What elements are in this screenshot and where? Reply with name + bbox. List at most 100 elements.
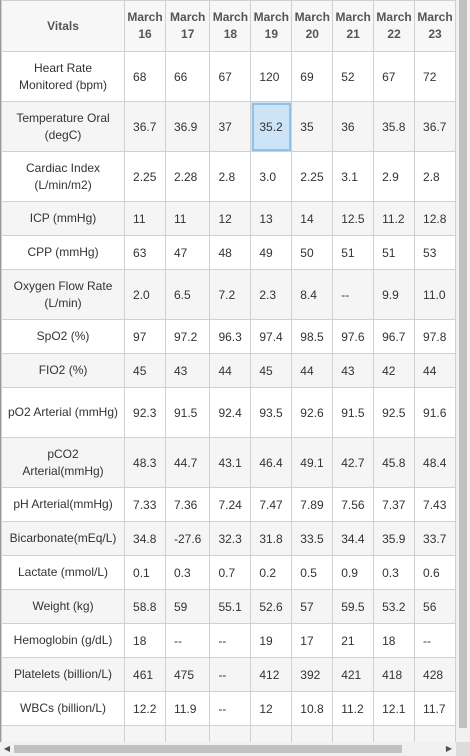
date-column-header[interactable]: March 21 — [332, 0, 375, 52]
vital-value-cell[interactable]: 53 — [414, 235, 456, 270]
vital-value-cell[interactable]: 0.1 — [124, 555, 166, 590]
vital-value-cell[interactable]: 43.1 — [209, 437, 252, 488]
vital-value-cell[interactable]: 3.0 — [250, 151, 293, 202]
vital-value-cell[interactable]: 11 — [164, 201, 211, 236]
vital-value-cell[interactable]: 2.8 — [209, 151, 252, 202]
vital-value-cell[interactable]: 44 — [291, 353, 334, 388]
vital-value-cell[interactable]: 46.4 — [250, 437, 293, 488]
vital-value-cell[interactable]: 57 — [291, 589, 334, 624]
vital-value-cell[interactable]: 55.1 — [209, 589, 252, 624]
vital-value-cell[interactable]: 44 — [414, 353, 456, 388]
vitals-column-header[interactable]: Vitals — [1, 0, 126, 52]
horizontal-scrollbar[interactable]: ◀ ▶ — [0, 742, 456, 756]
vital-value-cell[interactable]: 13 — [250, 201, 293, 236]
vital-value-cell[interactable]: 49 — [250, 235, 293, 270]
vital-value-cell[interactable]: 0.6 — [414, 555, 456, 590]
vital-value-cell[interactable]: 0.2 — [250, 555, 293, 590]
vital-value-cell[interactable]: 43 — [332, 353, 375, 388]
vital-value-cell[interactable]: 12.5 — [332, 201, 375, 236]
vital-value-cell[interactable]: -- — [209, 623, 252, 658]
vital-value-cell[interactable] — [250, 725, 293, 742]
vital-value-cell[interactable] — [414, 725, 456, 742]
vital-value-cell[interactable]: 96.3 — [209, 319, 252, 354]
vital-value-cell[interactable]: 0.5 — [291, 555, 334, 590]
vital-value-cell[interactable]: 47 — [164, 235, 211, 270]
vital-value-cell[interactable]: 7.2 — [209, 269, 252, 320]
vital-value-cell[interactable]: 33.5 — [291, 521, 334, 556]
vital-value-cell[interactable]: 72 — [414, 51, 456, 102]
vertical-scroll-thumb[interactable] — [459, 0, 467, 728]
vital-value-cell[interactable]: 2.8 — [414, 151, 456, 202]
vital-value-cell[interactable]: 36.7 — [414, 101, 456, 152]
vital-value-cell[interactable]: 33.7 — [414, 521, 456, 556]
vital-value-cell[interactable]: 2.0 — [124, 269, 166, 320]
vital-value-cell[interactable]: 9.9 — [373, 269, 416, 320]
vital-value-cell[interactable]: 418 — [373, 657, 416, 692]
vital-value-cell[interactable]: 97.8 — [414, 319, 456, 354]
vital-value-cell[interactable]: 8.4 — [291, 269, 334, 320]
vital-value-cell[interactable]: 19 — [250, 623, 293, 658]
vital-value-cell[interactable]: 35 — [291, 101, 334, 152]
date-column-header[interactable]: March 16 — [124, 0, 166, 52]
vital-value-cell[interactable]: 97 — [124, 319, 166, 354]
vital-value-cell[interactable]: 68 — [124, 51, 166, 102]
vital-value-cell[interactable]: 91.5 — [332, 387, 375, 438]
vital-value-cell[interactable]: 2.3 — [250, 269, 293, 320]
scroll-right-arrow-icon[interactable]: ▶ — [445, 744, 453, 753]
vital-value-cell[interactable]: 7.89 — [291, 487, 334, 522]
vital-value-cell[interactable]: 97.2 — [164, 319, 211, 354]
vital-value-cell[interactable]: 45 — [124, 353, 166, 388]
vital-value-cell[interactable]: 7.36 — [164, 487, 211, 522]
vital-value-cell[interactable]: 45 — [250, 353, 293, 388]
vital-value-cell[interactable]: 52 — [332, 51, 375, 102]
vital-value-cell[interactable]: 11.2 — [373, 201, 416, 236]
vital-value-cell[interactable]: 36.7 — [124, 101, 166, 152]
vital-value-cell[interactable]: 17 — [291, 623, 334, 658]
vital-value-cell[interactable]: 96.7 — [373, 319, 416, 354]
vital-value-cell[interactable] — [164, 725, 211, 742]
vital-value-cell[interactable]: -- — [209, 657, 252, 692]
vital-value-cell[interactable]: 18 — [124, 623, 166, 658]
vital-value-cell[interactable]: 98.5 — [291, 319, 334, 354]
vital-value-cell[interactable]: 11.0 — [414, 269, 456, 320]
vital-value-cell[interactable]: 14 — [291, 201, 334, 236]
vital-value-cell[interactable]: 67 — [373, 51, 416, 102]
vital-value-cell[interactable] — [124, 725, 166, 742]
vital-value-cell[interactable]: 2.25 — [124, 151, 166, 202]
vital-value-cell[interactable]: 120 — [250, 51, 293, 102]
vital-value-cell[interactable] — [209, 725, 252, 742]
vital-value-cell[interactable]: 12 — [209, 201, 252, 236]
vital-value-cell[interactable]: 42.7 — [332, 437, 375, 488]
date-column-header[interactable]: March 22 — [373, 0, 416, 52]
vital-value-cell[interactable]: 52.6 — [250, 589, 293, 624]
vital-value-cell[interactable]: 12 — [250, 691, 293, 726]
vital-value-cell[interactable]: 12.2 — [124, 691, 166, 726]
vital-value-cell[interactable]: 48.4 — [414, 437, 456, 488]
vital-value-cell[interactable]: 10.8 — [291, 691, 334, 726]
vital-value-cell[interactable]: 18 — [373, 623, 416, 658]
vital-value-cell[interactable]: 12.1 — [373, 691, 416, 726]
vital-value-cell[interactable]: -27.6 — [164, 521, 211, 556]
vital-value-cell[interactable]: 0.9 — [332, 555, 375, 590]
vital-value-cell[interactable]: -- — [164, 623, 211, 658]
vital-value-cell[interactable]: 412 — [250, 657, 293, 692]
vital-value-cell[interactable]: 36 — [332, 101, 375, 152]
vital-value-cell[interactable]: 97.4 — [250, 319, 293, 354]
vital-value-cell[interactable]: 0.7 — [209, 555, 252, 590]
horizontal-scroll-thumb[interactable] — [14, 745, 402, 753]
vital-value-cell[interactable]: 42 — [373, 353, 416, 388]
vital-value-cell[interactable]: 475 — [164, 657, 211, 692]
vital-value-cell[interactable]: 49.1 — [291, 437, 334, 488]
vital-value-cell[interactable]: 92.6 — [291, 387, 334, 438]
vital-value-cell[interactable]: 31.8 — [250, 521, 293, 556]
vital-value-cell[interactable]: 461 — [124, 657, 166, 692]
vital-value-cell[interactable]: 0.3 — [373, 555, 416, 590]
scroll-left-arrow-icon[interactable]: ◀ — [3, 744, 11, 753]
vital-value-cell[interactable]: 51 — [332, 235, 375, 270]
vital-value-cell[interactable]: 66 — [164, 51, 211, 102]
vital-value-cell[interactable]: 36.9 — [164, 101, 211, 152]
vital-value-cell[interactable]: 35.2 — [250, 101, 293, 152]
vital-value-cell[interactable]: 11.9 — [164, 691, 211, 726]
vital-value-cell[interactable]: 7.37 — [373, 487, 416, 522]
vital-value-cell[interactable]: 428 — [414, 657, 456, 692]
